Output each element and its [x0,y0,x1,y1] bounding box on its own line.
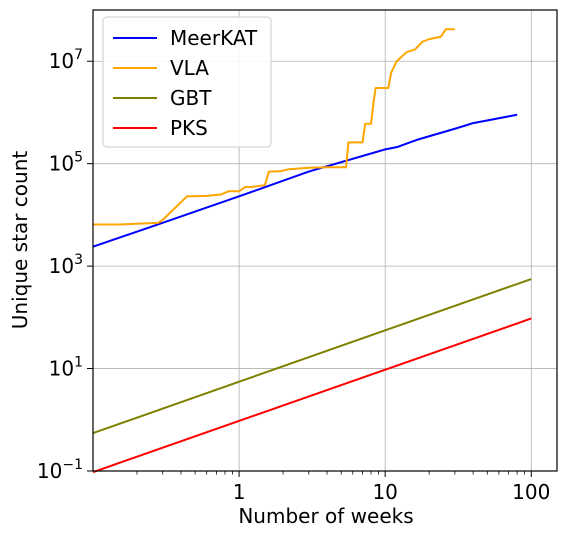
y-tick-exponent: 1 [74,355,83,371]
series-line-pks [92,317,532,474]
series-line-gbt [92,278,532,435]
y-tick-base: 10 [49,152,74,176]
legend-label: VLA [170,56,209,80]
y-tick-exponent: −1 [62,457,83,473]
series-line-vla [93,28,455,226]
legend-label: PKS [170,116,208,140]
series-lines [92,28,532,474]
y-tick-label: 107 [49,47,83,73]
series-line-meerkat [92,113,518,248]
y-tick-label: 103 [49,252,83,278]
x-tick-label: 1 [233,480,246,504]
y-tick-label: 10−1 [37,457,83,483]
y-tick-label: 105 [49,150,83,176]
y-tick-base: 10 [49,49,74,73]
y-tick-label: 101 [49,355,83,381]
y-tick-base: 10 [49,254,74,278]
y-tick-exponent: 7 [74,47,83,63]
legend-label: MeerKAT [170,26,258,50]
legend: MeerKAT VLA GBT PKS [102,16,272,148]
x-axis-label: Number of weeks [238,504,413,528]
plot-frame [92,9,558,472]
y-tick-exponent: 5 [74,150,83,166]
y-tick-exponent: 3 [74,252,83,268]
legend-box [102,16,272,148]
y-axis-label: Unique star count [8,151,32,330]
x-tick-label: 10 [372,480,397,504]
x-tick-label: 100 [512,480,550,504]
y-tick-base: 10 [37,459,62,483]
y-tick-base: 10 [49,357,74,381]
legend-label: GBT [170,86,212,110]
